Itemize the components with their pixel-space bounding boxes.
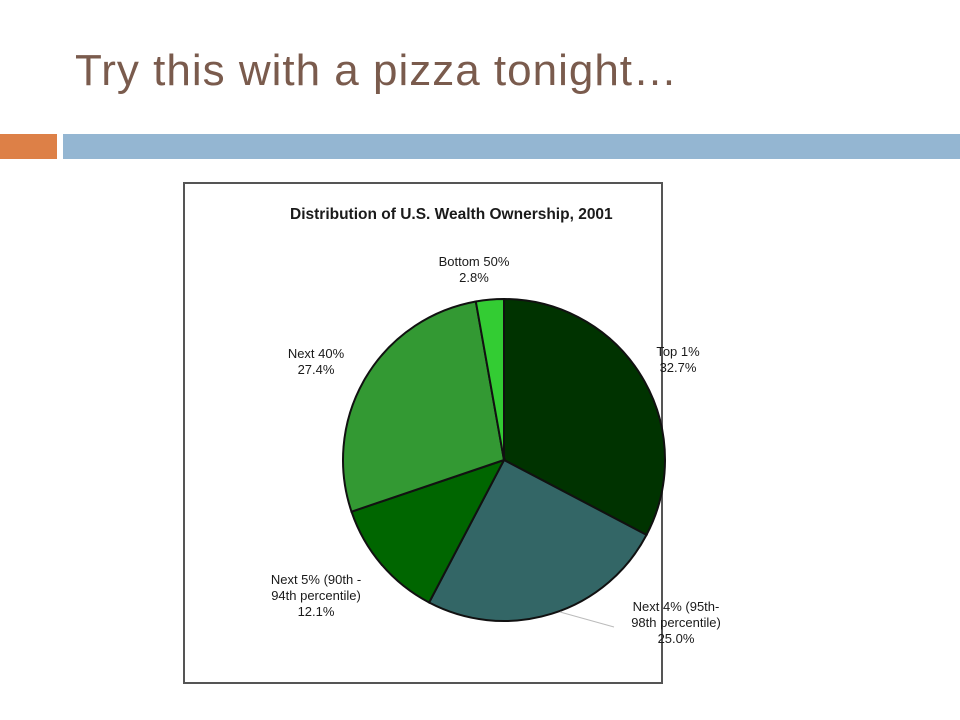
slice-value-2: 25.0% xyxy=(658,631,695,646)
slice-label-line: 98th percentile) xyxy=(631,615,721,630)
slice-label-line: Top 1% xyxy=(656,344,700,359)
slice-label-4: Next 40% 27.4% xyxy=(288,346,345,377)
pie-slice-3 xyxy=(350,458,507,604)
chart-title: Distribution of U.S. Wealth Ownership, 2… xyxy=(290,206,613,223)
accent-bar-right xyxy=(63,134,960,159)
slice-label-3: Next 5% (90th -94th percentile) 12.1% xyxy=(271,572,361,619)
accent-bar-left xyxy=(0,134,57,159)
pie-slice-4 xyxy=(342,300,506,513)
slide-title: Try this with a pizza tonight… xyxy=(75,46,679,95)
slice-label-line: 94th percentile) xyxy=(271,588,361,603)
slice-value-4: 27.4% xyxy=(298,362,335,377)
slice-label-line: Bottom 50% xyxy=(439,254,510,269)
slice-value-3: 12.1% xyxy=(298,604,335,619)
slice-value-1: 32.7% xyxy=(660,360,697,375)
slice-label-5: Bottom 50% 2.8% xyxy=(439,254,510,285)
slice-label-line: Next 5% (90th - xyxy=(271,572,361,587)
slice-labels: Top 1% 32.7% Next 4% (95th-98th percentile… xyxy=(271,254,721,646)
pie-slice-5 xyxy=(474,297,505,461)
pie-slice-1 xyxy=(503,297,666,537)
slice-label-2: Next 4% (95th-98th percentile) 25.0% xyxy=(631,599,721,646)
slice-label-line: Next 40% xyxy=(288,346,345,361)
pie-slices xyxy=(342,297,666,622)
slice-label-1: Top 1% 32.7% xyxy=(656,344,700,375)
leader-line xyxy=(559,611,615,628)
slice-value-5: 2.8% xyxy=(459,270,489,285)
slice-label-line: Next 4% (95th- xyxy=(633,599,720,614)
